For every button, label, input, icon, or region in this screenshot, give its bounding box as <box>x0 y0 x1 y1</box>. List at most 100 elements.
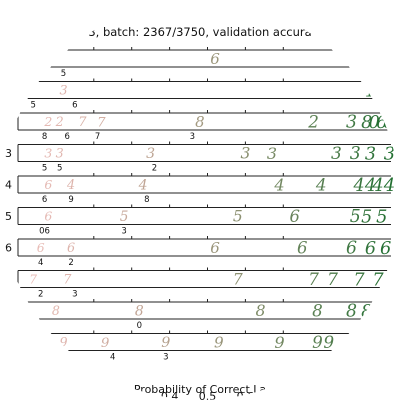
x-tick-label: 0.4 <box>161 390 179 400</box>
predicted-label: 0 <box>137 321 142 331</box>
digit-point: 7 <box>29 272 37 286</box>
digit-point: 6 <box>365 239 376 259</box>
predicted-label: 6 <box>65 132 70 142</box>
digit-point: 7 <box>78 115 87 130</box>
digit-point: 9 <box>101 336 110 351</box>
digit-point: 9 <box>323 332 334 352</box>
digit-row: 3 3 3 3 3 3 3 3 3 35 5 2 <box>5 141 395 174</box>
digit-point: 6 <box>37 240 45 255</box>
digit-point: 2 <box>43 114 52 129</box>
digit-point: 3 <box>350 144 361 164</box>
digit-point: 5 <box>120 209 129 225</box>
digit-point: 7 <box>354 270 366 290</box>
digit-point: 4 <box>315 175 327 195</box>
digit-point: 6 <box>44 177 52 192</box>
digit-point: 4 <box>353 176 365 196</box>
digit-row: 5 6 5 5 6 5 5 506 3 <box>5 204 391 237</box>
predicted-label: 3 <box>163 353 168 363</box>
digit-point: 6 <box>361 50 372 70</box>
chart-title: 3, batch: 2367/3750, validation accura <box>88 25 311 39</box>
digit-point: 7 <box>233 271 243 289</box>
predicted-label: 5 <box>30 101 35 111</box>
digit-point: 0 <box>369 113 380 133</box>
predicted-label: 8 <box>144 195 149 205</box>
digit-point: 8 <box>312 301 323 321</box>
digit-point: 3 <box>384 143 395 164</box>
digit-point: 9 <box>161 335 170 351</box>
digit-point: 6 <box>67 241 75 256</box>
digit-point: 6 <box>376 49 387 70</box>
row-label: 4 <box>5 179 12 192</box>
row-label: 7 <box>5 273 12 286</box>
digit-point: 8 <box>361 302 372 322</box>
predicted-label: 6 <box>72 101 77 111</box>
digit-point: 8 <box>52 303 60 318</box>
predicted-label: 9 <box>68 195 73 205</box>
digit-point: 3 <box>56 146 64 161</box>
digit-point: 3 <box>59 83 67 98</box>
digit-point: 4 <box>66 178 75 193</box>
digit-point: 7 <box>308 269 319 289</box>
digit-point: 4 <box>364 176 376 196</box>
row-label: 5 <box>5 210 12 223</box>
digit-point: 9 <box>274 333 284 352</box>
digit-point: 3 <box>44 145 52 160</box>
predicted-label: 2 <box>68 258 73 268</box>
digit-point: 9 <box>59 335 67 350</box>
digit-point: 9 <box>214 333 224 351</box>
x-tick-label: 0.3 <box>123 390 141 400</box>
predicted-label: 4 <box>38 258 43 268</box>
digit-point: 5 <box>361 207 372 227</box>
x-tick-label: 0.5 <box>199 390 217 400</box>
row-label: 6 <box>5 242 12 255</box>
digit-point: 5 <box>233 208 243 226</box>
predicted-label: 06 <box>39 227 50 237</box>
row-label: 3 <box>5 147 12 160</box>
digit-point: 4 <box>371 176 383 196</box>
digit-point: 7 <box>63 273 72 288</box>
digit-point: 2 <box>307 112 319 132</box>
digit-point: 8 <box>361 113 372 133</box>
predicted-label: 4 <box>110 353 115 363</box>
digit-row: 6 6 6 6 6 6 6 64 2 <box>5 236 391 268</box>
predicted-label: 3 <box>190 132 195 142</box>
digit-point: 4 <box>383 175 395 196</box>
predicted-label: 3 <box>121 227 126 237</box>
predicted-label: 2 <box>38 290 43 300</box>
predicted-label: 5 <box>42 164 47 174</box>
digit-point: 3 <box>267 144 277 163</box>
digit-point: 6 <box>44 208 52 223</box>
digit-point: 1 <box>365 81 376 101</box>
digit-point: 7 <box>97 115 106 130</box>
digit-point: 2 <box>55 114 64 129</box>
predicted-label: 7 <box>95 132 100 142</box>
predicted-label: 6 <box>42 195 47 205</box>
digit-point: 6 <box>380 238 391 259</box>
digit-point: 7 <box>327 270 338 290</box>
predicted-label: 8 <box>42 132 47 142</box>
digit-point: 5 <box>376 206 387 227</box>
digit-point: 8 <box>195 113 204 131</box>
digit-point: 8 <box>135 304 144 320</box>
digit-point: 9 <box>312 332 323 352</box>
digit-point: 3 <box>240 145 250 163</box>
digit-point: 6 <box>289 207 299 226</box>
digit-point: 8 <box>384 112 395 133</box>
digit-point: 6 <box>297 238 308 257</box>
x-tick-label: 0.2 <box>85 390 103 400</box>
digit-point: 8 <box>256 301 266 320</box>
predicted-label: 5 <box>57 164 62 174</box>
predicted-label: 3 <box>72 290 77 300</box>
predicted-label: 2 <box>152 164 157 174</box>
digit-point: 6 <box>346 239 357 259</box>
x-axis-label: Probability of Correct La <box>134 383 266 396</box>
digit-point: 6 <box>210 239 220 257</box>
digit-point: 3 <box>346 113 357 133</box>
digit-point: 4 <box>138 178 148 194</box>
digit-point: 3 <box>331 144 342 164</box>
digit-point: 3 <box>365 144 376 164</box>
digit-point: 3 <box>146 146 155 162</box>
x-tick-label: 0.7 <box>275 390 293 400</box>
